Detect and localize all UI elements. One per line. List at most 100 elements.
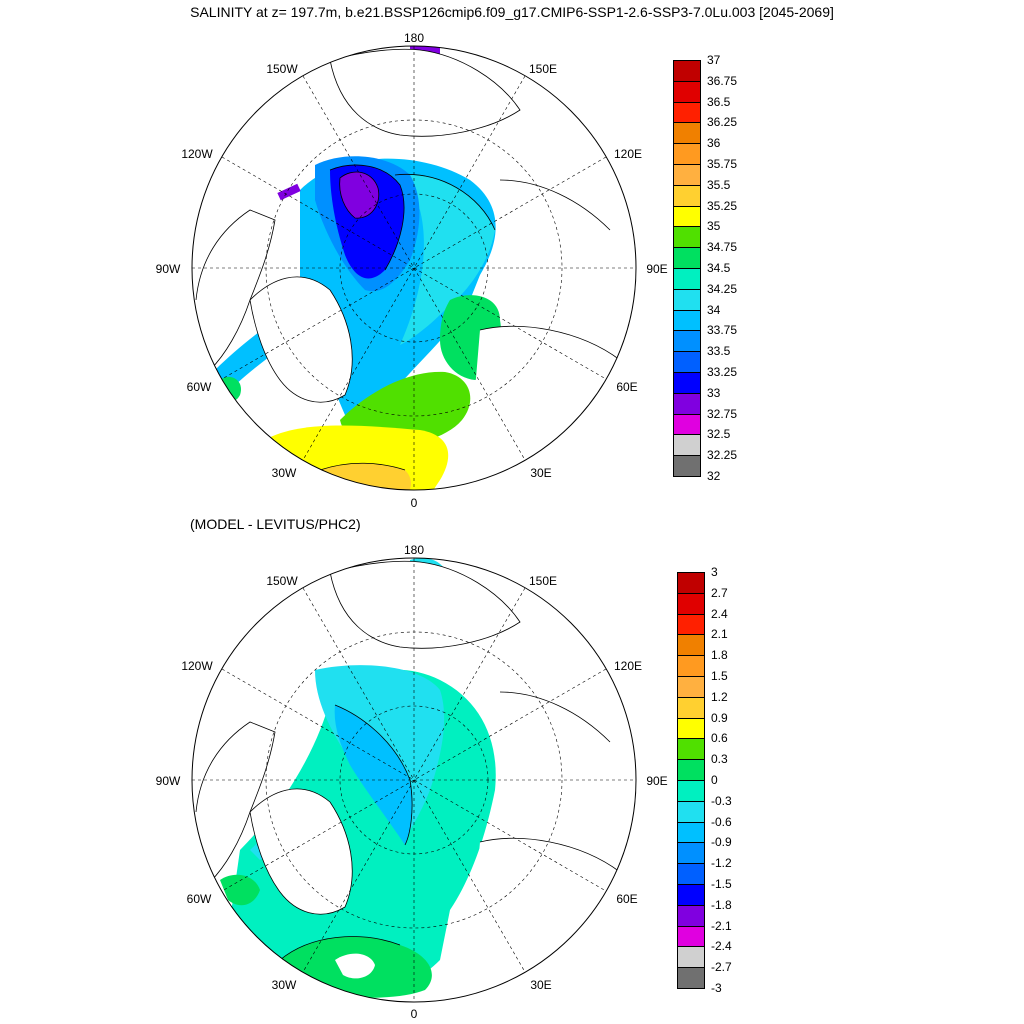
colorbar-tick-label: 32.5 — [707, 427, 731, 442]
top-lon-120W: 120W — [181, 147, 213, 161]
colorbar-swatch — [673, 413, 701, 436]
bottom-lon-30E: 30E — [530, 978, 551, 992]
bottom-lon-150E: 150E — [529, 574, 557, 588]
top-lon-60E: 60E — [616, 380, 637, 394]
colorbar-tick-label: -3 — [711, 981, 722, 995]
colorbar-tick-label: -0.3 — [711, 793, 732, 808]
colorbar-tick-label: -0.9 — [711, 835, 732, 850]
colorbar-tick-label: 34.25 — [707, 281, 738, 296]
bottom-lon-90E: 90E — [646, 774, 667, 788]
colorbar-tick-label: 0.6 — [711, 731, 728, 746]
colorbar-swatch — [677, 780, 705, 802]
colorbar-tick-label: -2.7 — [711, 960, 732, 975]
colorbar-tick-label: 35.5 — [707, 177, 731, 192]
colorbar-swatch — [677, 634, 705, 657]
colorbar-tick-label: 36.5 — [707, 94, 731, 109]
colorbar-tick-label: 36.25 — [707, 115, 738, 130]
colorbar-swatch — [673, 434, 701, 457]
top-salinity-field — [195, 46, 630, 490]
colorbar-swatch — [673, 392, 701, 415]
colorbar-swatch — [677, 967, 705, 989]
bottom-lon-180: 180 — [404, 543, 424, 557]
colorbar-swatch — [677, 863, 705, 885]
colorbar-tick-label: 33.5 — [707, 344, 731, 359]
top-lon-30E: 30E — [530, 466, 551, 480]
colorbar-tick-label: 35 — [707, 219, 721, 234]
colorbar-tick-label: 36 — [707, 136, 721, 151]
colorbar-tick-label: 35.25 — [707, 198, 738, 213]
bottom-lon-60E: 60E — [616, 892, 637, 906]
colorbar-swatch — [677, 800, 705, 823]
colorbar-tick-label: 32.75 — [707, 406, 738, 421]
bottom-graticule — [192, 558, 636, 1002]
colorbar-tick-label: 2.1 — [711, 627, 728, 642]
bottom-lon-150W: 150W — [266, 574, 298, 588]
top-lon-180: 180 — [404, 31, 424, 45]
colorbar-swatch — [673, 372, 701, 394]
top-map-boundary — [191, 45, 637, 491]
colorbar-swatch — [677, 676, 705, 698]
colorbar-swatch — [677, 613, 705, 636]
colorbar-tick-label: 1.8 — [711, 648, 728, 663]
colorbar-swatch — [673, 309, 701, 332]
colorbar-tick-label: 34 — [707, 302, 721, 317]
colorbar-tick-label: -1.5 — [711, 877, 732, 891]
colorbar-tick-label: -1.2 — [711, 856, 732, 871]
colorbar-tick-label: -0.6 — [711, 814, 732, 829]
top-graticule — [192, 46, 636, 490]
top-lon-150W: 150W — [266, 62, 298, 76]
colorbar-swatch — [673, 122, 701, 145]
colorbar-swatch — [673, 60, 701, 82]
colorbar-tick-label: -2.4 — [711, 939, 732, 954]
colorbar-tick-label: 0 — [711, 773, 718, 787]
colorbar-swatch — [673, 351, 701, 373]
colorbar-tick-label: 3 — [711, 565, 718, 579]
colorbar-swatch — [673, 247, 701, 269]
colorbar-tick-label: 37 — [707, 53, 721, 67]
top-lon-120E: 120E — [614, 147, 642, 161]
difference-subtitle: (MODEL - LEVITUS/PHC2) — [190, 516, 361, 532]
colorbar-tick-label: 32.25 — [707, 448, 738, 463]
colorbar-swatch — [677, 717, 705, 740]
colorbar-swatch — [677, 884, 705, 906]
figure-title: SALINITY at z= 197.7m, b.e21.BSSP126cmip… — [190, 4, 834, 20]
colorbar-swatch — [677, 842, 705, 865]
top-coastlines — [195, 48, 621, 471]
colorbar-swatch — [673, 226, 701, 249]
top-lon-60W: 60W — [187, 380, 212, 394]
top-lon-90E: 90E — [646, 262, 667, 276]
colorbar-swatch — [673, 205, 701, 228]
top-lon-0: 0 — [411, 496, 418, 510]
bottom-map-boundary — [191, 557, 637, 1003]
colorbar-tick-label: 1.5 — [711, 669, 728, 683]
colorbar-swatch — [673, 164, 701, 186]
colorbar-swatch — [673, 330, 701, 353]
colorbar-swatch — [673, 268, 701, 290]
colorbar-tick-label: 0.9 — [711, 710, 728, 725]
bottom-lon-90W: 90W — [156, 774, 181, 788]
colorbar-swatch — [673, 184, 701, 207]
colorbar-tick-label: -2.1 — [711, 918, 732, 933]
top-lon-150E: 150E — [529, 62, 557, 76]
colorbar-swatch — [677, 655, 705, 677]
colorbar-tick-label: 2.7 — [711, 585, 728, 600]
colorbar-swatch — [677, 592, 705, 615]
colorbar-swatch — [677, 696, 705, 719]
bottom-lon-30W: 30W — [272, 978, 297, 992]
colorbar-tick-label: 33 — [707, 385, 721, 400]
bottom-lon-120W: 120W — [181, 659, 213, 673]
colorbar-tick-label: 34.75 — [707, 240, 738, 255]
bottom-lon-60W: 60W — [187, 892, 212, 906]
colorbar-swatch — [677, 946, 705, 969]
colorbar-swatch — [677, 925, 705, 948]
colorbar-swatch — [673, 455, 701, 477]
bottom-lon-0: 0 — [411, 1007, 418, 1021]
colorbar-tick-label: 34.5 — [707, 261, 731, 275]
colorbar-swatch — [677, 904, 705, 927]
colorbar-tick-label: 1.2 — [711, 689, 728, 704]
colorbar-tick-label: 32 — [707, 469, 721, 483]
colorbar-tick-label: 33.75 — [707, 323, 738, 338]
colorbar-swatch — [677, 572, 705, 594]
colorbar-swatch — [673, 101, 701, 124]
